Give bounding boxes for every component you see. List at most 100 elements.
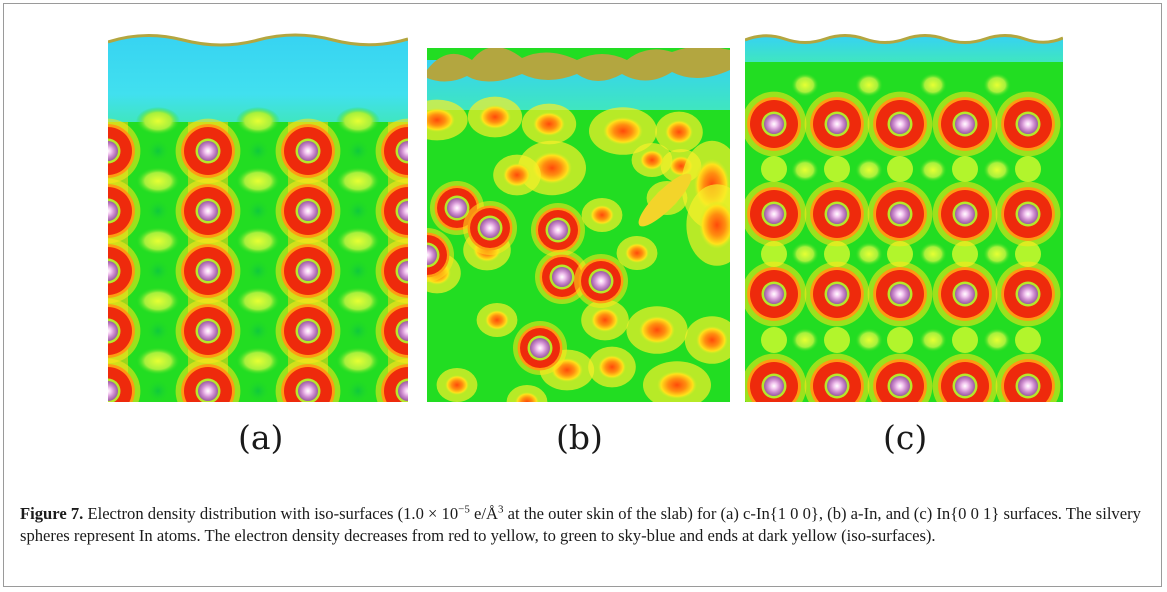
orange-blob — [657, 371, 697, 399]
caption-text-3: at the outer skin of the slab) for (a) c… — [20, 504, 1141, 545]
yellow-blob — [136, 227, 180, 255]
in-atom-sphere — [198, 261, 218, 281]
orange-blob — [699, 201, 730, 249]
yellow-streak — [638, 173, 692, 227]
orange-blob — [533, 112, 565, 136]
yellow-blob — [983, 242, 1011, 266]
yellow-blob — [336, 167, 380, 195]
green-dot — [346, 259, 370, 283]
orange-blob — [532, 152, 572, 184]
green-dot — [146, 319, 170, 343]
green-dot — [146, 379, 170, 402]
green-dot — [246, 379, 270, 402]
in-atom-sphere — [198, 141, 218, 161]
in-atom-sphere — [398, 261, 408, 281]
yellow-blob — [336, 347, 380, 375]
orange-blob — [625, 243, 649, 263]
in-atom-sphere — [298, 141, 318, 161]
in-atom-sphere — [198, 381, 218, 401]
in-atom-sphere — [764, 376, 784, 396]
orange-blob — [485, 310, 509, 330]
green-dot — [346, 199, 370, 223]
panel-a-isosurface — [108, 33, 408, 47]
yellow-blob — [791, 73, 819, 97]
in-atom-sphere — [198, 201, 218, 221]
in-atom-sphere — [1018, 204, 1038, 224]
panel-c-svg — [745, 30, 1063, 402]
yellow-blob — [983, 158, 1011, 182]
yellow-dot — [761, 241, 787, 267]
orange-blob — [503, 163, 531, 187]
panel-c-label: (c) — [883, 418, 928, 457]
orange-blob — [640, 150, 664, 170]
yellow-dot — [824, 156, 850, 182]
figure-frame — [3, 3, 1162, 587]
panel-b-density-map — [427, 30, 730, 402]
in-atom-sphere — [890, 204, 910, 224]
panel-a-atom-grid — [108, 107, 408, 402]
yellow-blob — [855, 328, 883, 352]
in-atom-sphere — [591, 271, 611, 291]
yellow-blob — [236, 347, 280, 375]
yellow-blob — [136, 287, 180, 315]
green-dot — [246, 259, 270, 283]
in-atom-sphere — [198, 321, 218, 341]
yellow-blob — [791, 158, 819, 182]
panel-b-atom-cluster — [427, 96, 730, 402]
yellow-blob — [855, 242, 883, 266]
panel-b-isosurface-blobs — [427, 46, 730, 82]
orange-blob — [591, 308, 619, 332]
in-atom-sphere — [955, 114, 975, 134]
yellow-dot — [887, 156, 913, 182]
panel-a-density-map — [108, 30, 408, 402]
orange-blob — [665, 120, 693, 144]
orange-blob — [639, 316, 675, 344]
in-atom-sphere — [530, 338, 550, 358]
yellow-dot — [761, 327, 787, 353]
in-atom-sphere — [1018, 376, 1038, 396]
orange-blob — [590, 205, 614, 225]
in-atom-sphere — [108, 381, 118, 401]
yellow-blob — [983, 73, 1011, 97]
in-atom-sphere — [552, 267, 572, 287]
yellow-blob — [336, 287, 380, 315]
yellow-blob — [236, 167, 280, 195]
yellow-blob — [983, 328, 1011, 352]
yellow-blob — [236, 107, 280, 135]
in-atom-sphere — [890, 114, 910, 134]
panel-a-svg — [108, 30, 408, 402]
yellow-blob — [136, 167, 180, 195]
green-dot — [246, 319, 270, 343]
panel-c-atom-grid — [745, 73, 1061, 402]
in-atom-sphere — [298, 261, 318, 281]
orange-blob — [598, 355, 626, 379]
in-atom-sphere — [827, 376, 847, 396]
green-dot — [246, 199, 270, 223]
orange-blob — [696, 326, 728, 354]
green-dot — [346, 319, 370, 343]
caption-exponent-2: 3 — [497, 503, 504, 516]
in-atom-sphere — [548, 220, 568, 240]
in-atom-sphere — [108, 321, 118, 341]
in-atom-sphere — [764, 284, 784, 304]
yellow-blob — [336, 107, 380, 135]
in-atom-sphere — [398, 141, 408, 161]
in-atom-sphere — [108, 201, 118, 221]
yellow-dot — [1015, 156, 1041, 182]
caption-exponent-1: −5 — [458, 503, 470, 516]
yellow-dot — [887, 241, 913, 267]
figure-number: Figure 7. — [20, 504, 84, 523]
caption-text-2: e/Å — [469, 504, 498, 523]
in-atom-sphere — [827, 284, 847, 304]
in-atom-sphere — [398, 381, 408, 401]
yellow-blob — [919, 158, 947, 182]
green-dot — [246, 139, 270, 163]
panel-a-label: (a) — [238, 418, 284, 457]
in-atom-sphere — [480, 218, 500, 238]
in-atom-sphere — [398, 321, 408, 341]
yellow-dot — [824, 241, 850, 267]
yellow-blob — [919, 242, 947, 266]
yellow-dot — [952, 241, 978, 267]
in-atom-sphere — [955, 204, 975, 224]
in-atom-sphere — [890, 284, 910, 304]
